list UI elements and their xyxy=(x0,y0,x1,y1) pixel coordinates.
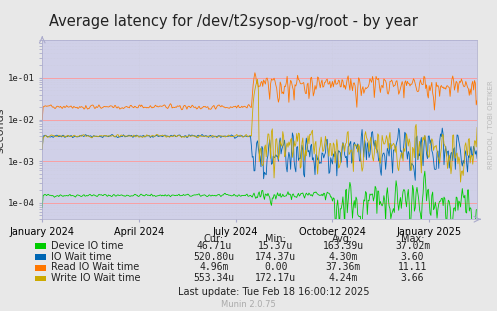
Text: 15.37u: 15.37u xyxy=(258,241,293,251)
Text: 4.30m: 4.30m xyxy=(328,252,358,262)
Text: Max:: Max: xyxy=(401,234,424,244)
Text: Min:: Min: xyxy=(265,234,286,244)
Text: 3.66: 3.66 xyxy=(401,273,424,283)
Text: 4.96m: 4.96m xyxy=(199,262,229,272)
Text: 174.37u: 174.37u xyxy=(255,252,296,262)
Text: 0.00: 0.00 xyxy=(264,262,288,272)
Text: Average latency for /dev/t2sysop-vg/root - by year: Average latency for /dev/t2sysop-vg/root… xyxy=(49,14,418,29)
Text: Write IO Wait time: Write IO Wait time xyxy=(51,273,140,283)
Text: IO Wait time: IO Wait time xyxy=(51,252,111,262)
Text: 3.60: 3.60 xyxy=(401,252,424,262)
Text: Avg:: Avg: xyxy=(332,234,353,244)
Y-axis label: seconds: seconds xyxy=(0,107,5,153)
Text: 11.11: 11.11 xyxy=(398,262,427,272)
Text: Cur:: Cur: xyxy=(204,234,224,244)
Text: 46.71u: 46.71u xyxy=(196,241,231,251)
Text: Device IO time: Device IO time xyxy=(51,241,123,251)
Text: 520.80u: 520.80u xyxy=(193,252,234,262)
Text: 37.36m: 37.36m xyxy=(326,262,360,272)
Text: 163.39u: 163.39u xyxy=(323,241,363,251)
Text: Last update: Tue Feb 18 16:00:12 2025: Last update: Tue Feb 18 16:00:12 2025 xyxy=(177,287,369,297)
Text: 172.17u: 172.17u xyxy=(255,273,296,283)
Text: RRDTOOL / TOBI OETIKER: RRDTOOL / TOBI OETIKER xyxy=(488,80,494,169)
Text: 37.02m: 37.02m xyxy=(395,241,430,251)
Text: Read IO Wait time: Read IO Wait time xyxy=(51,262,139,272)
Text: Munin 2.0.75: Munin 2.0.75 xyxy=(221,300,276,309)
Text: 4.24m: 4.24m xyxy=(328,273,358,283)
Text: 553.34u: 553.34u xyxy=(193,273,234,283)
